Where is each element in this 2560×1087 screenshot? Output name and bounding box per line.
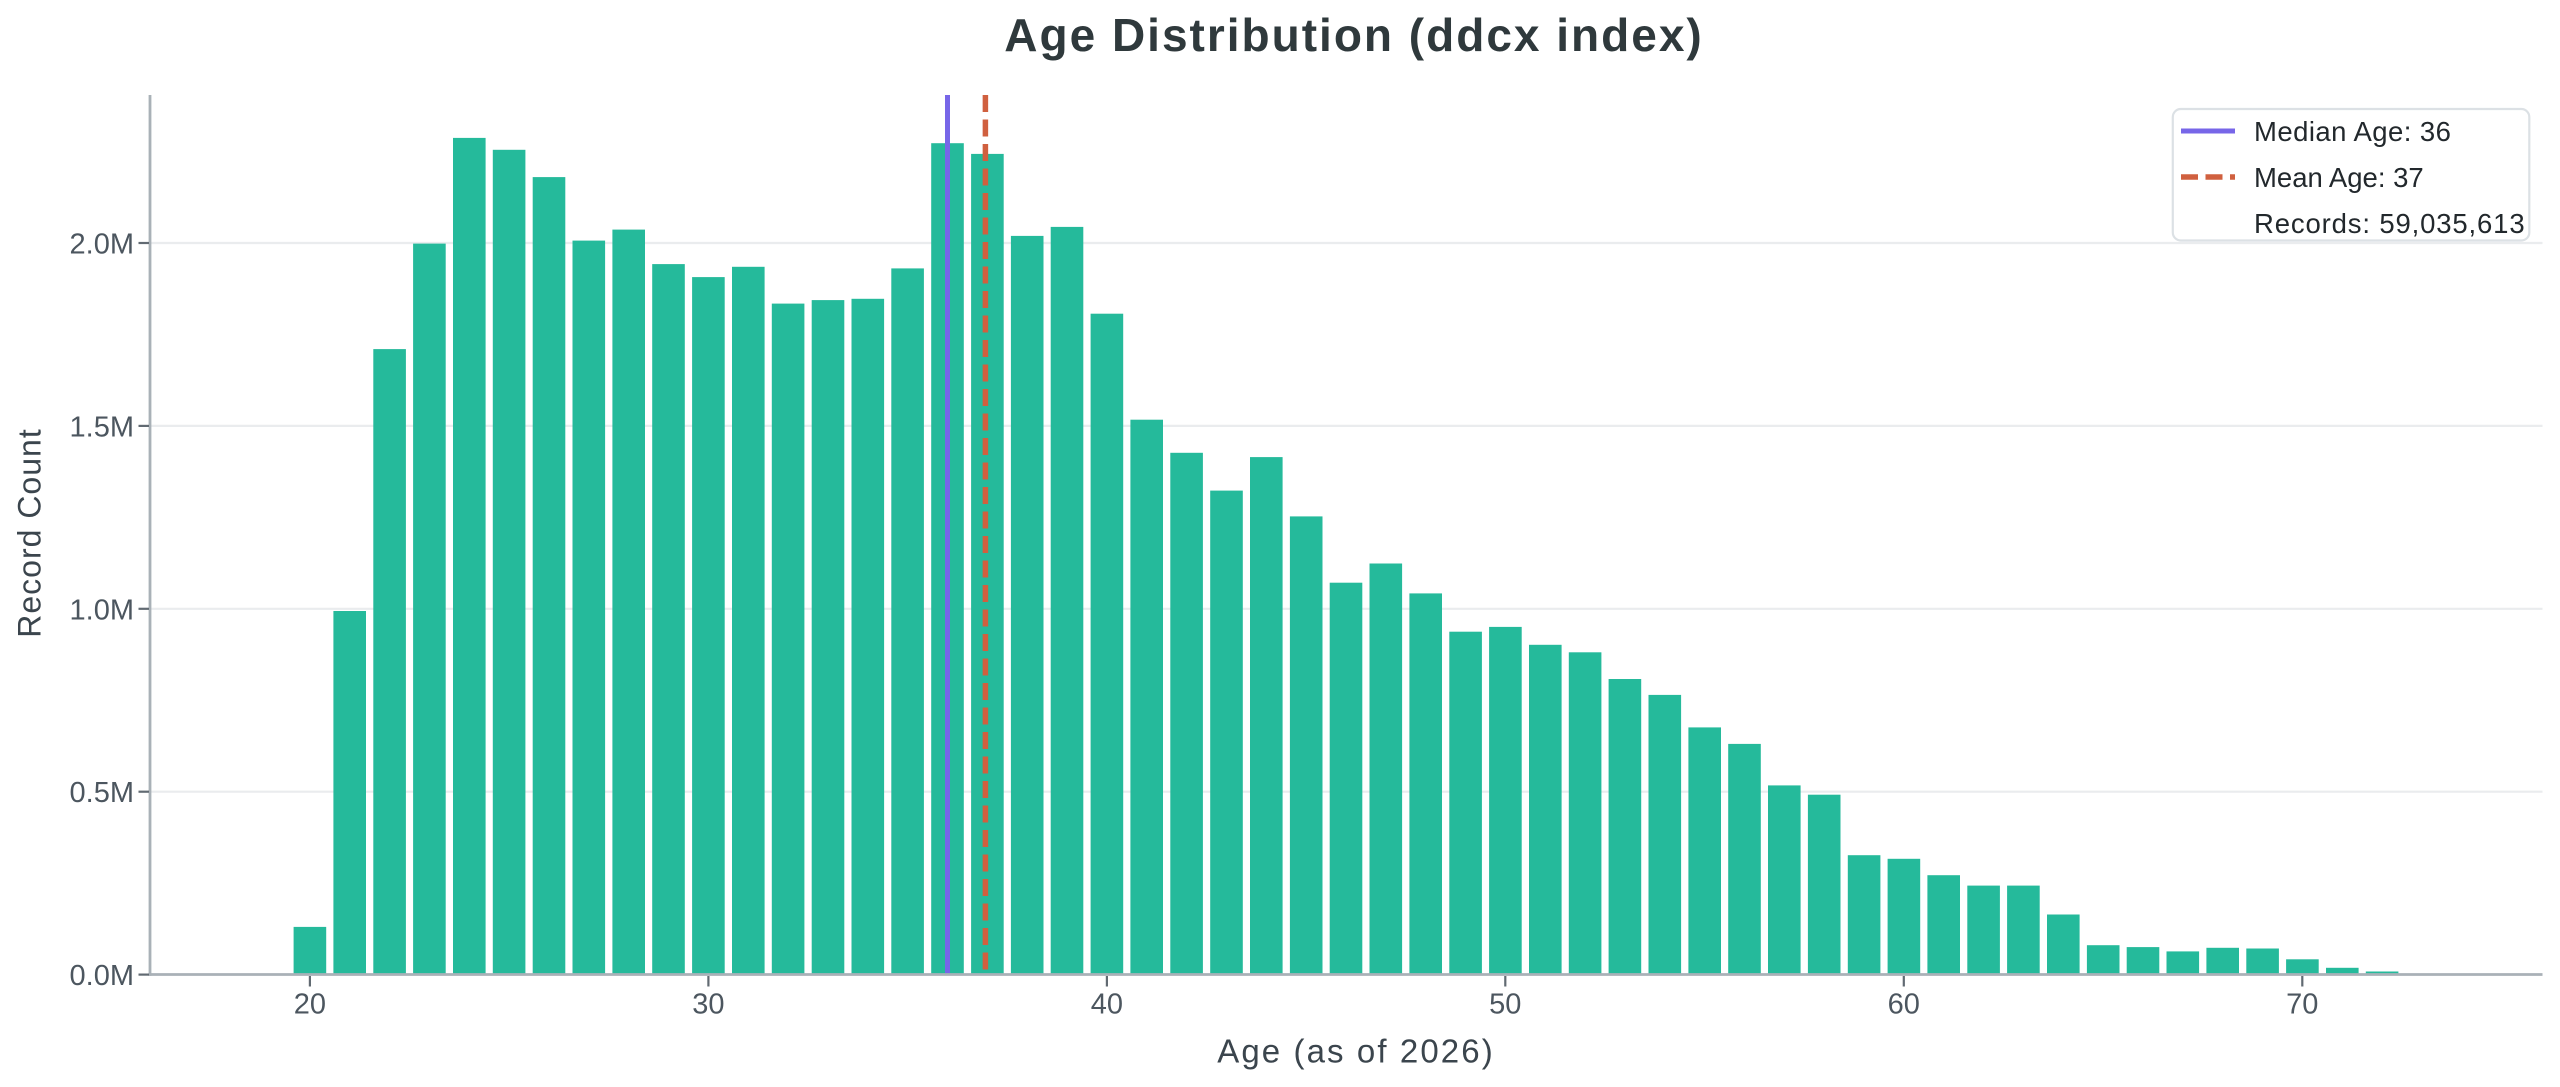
svg-text:Record Count: Record Count: [12, 428, 48, 637]
svg-text:20: 20: [294, 989, 326, 1021]
svg-text:2.0M: 2.0M: [70, 229, 134, 261]
svg-text:Mean Age: 37: Mean Age: 37: [2254, 162, 2424, 193]
svg-text:30: 30: [692, 989, 724, 1021]
svg-text:Age (as of 2026): Age (as of 2026): [1217, 1033, 1495, 1070]
svg-text:Records: 59,035,613: Records: 59,035,613: [2254, 208, 2525, 239]
svg-text:0.5M: 0.5M: [70, 777, 134, 809]
svg-text:Median Age: 36: Median Age: 36: [2254, 116, 2451, 147]
svg-text:1.0M: 1.0M: [70, 594, 134, 626]
svg-text:60: 60: [1888, 989, 1920, 1021]
svg-text:70: 70: [2286, 989, 2318, 1021]
svg-text:0.0M: 0.0M: [70, 960, 134, 992]
svg-text:40: 40: [1091, 989, 1123, 1021]
svg-text:1.5M: 1.5M: [70, 411, 134, 443]
svg-text:50: 50: [1489, 989, 1521, 1021]
svg-text:Age Distribution (ddcx index): Age Distribution (ddcx index): [1004, 9, 1703, 61]
